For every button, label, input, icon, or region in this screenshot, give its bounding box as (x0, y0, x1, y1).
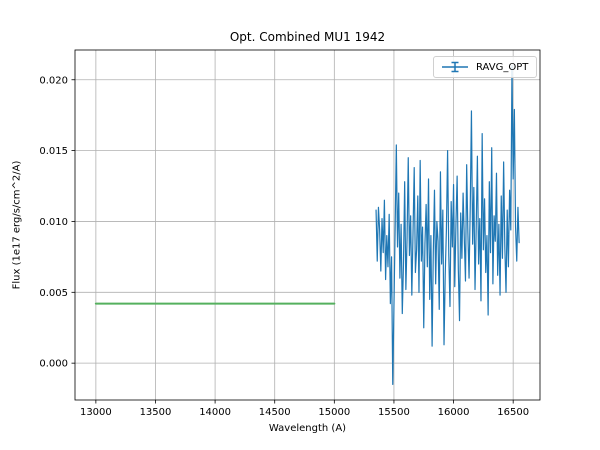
x-tick-label: 16500 (497, 407, 529, 418)
chart-title: Opt. Combined MU1 1942 (229, 30, 386, 44)
y-tick-label: 0.005 (39, 288, 68, 299)
x-tick-label: 13000 (80, 407, 112, 418)
y-tick-label: 0.010 (39, 217, 68, 228)
y-axis-label: Flux (1e17 erg/s/cm^2/A) (11, 160, 23, 290)
y-tick-label: 0.015 (39, 146, 68, 157)
x-tick-label: 16000 (438, 407, 470, 418)
y-tick-label: 0.000 (39, 359, 68, 370)
legend: RAVG_OPT (433, 56, 538, 78)
x-tick-label: 15500 (378, 407, 410, 418)
series-line-RAVG_OPT (375, 64, 520, 386)
x-axis-label: Wavelength (A) (268, 423, 347, 434)
x-tick-label: 14500 (259, 407, 291, 418)
legend-errorbar-sample-icon (442, 61, 468, 73)
x-tick-label: 15000 (318, 407, 350, 418)
x-tick-label: 14000 (199, 407, 231, 418)
legend-label: RAVG_OPT (476, 61, 529, 73)
y-tick-label: 0.020 (39, 75, 68, 86)
x-tick-label: 13500 (140, 407, 172, 418)
axes-frame (74, 49, 541, 401)
